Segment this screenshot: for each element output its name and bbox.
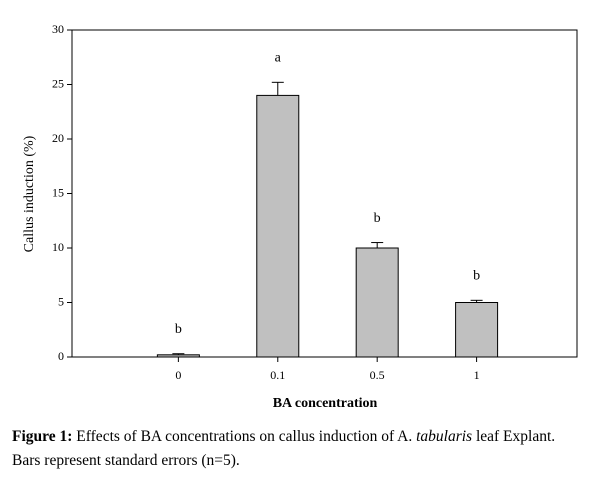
bar — [455, 302, 499, 358]
y-axis-label: Callus induction (%) — [22, 135, 37, 252]
caption-text: Effects of BA concentrations on callus i… — [72, 428, 417, 445]
caption-italic: tabularis — [416, 428, 473, 445]
y-tick-label: 5 — [58, 294, 64, 308]
x-tick-label: 0.5 — [370, 368, 385, 382]
chart: Callus induction (%) BA concentration 0 5… — [22, 22, 578, 411]
significance-letter: b — [175, 322, 182, 337]
y-tick-label: 10 — [52, 240, 64, 254]
caption: Figure 1: Effects of BA concentrations o… — [12, 425, 587, 473]
y-tick-label: 20 — [52, 131, 64, 145]
caption-text: leaf Explant. Bars represent standard er… — [12, 428, 556, 469]
significance-letter: b — [473, 269, 480, 284]
y-tick-label: 0 — [58, 349, 64, 363]
y-tick-label: 25 — [52, 76, 64, 90]
x-axis-label: BA concentration — [273, 396, 378, 411]
significance-letter: b — [374, 211, 381, 226]
x-tick-label: 0.1 — [270, 368, 285, 382]
caption-label: Figure 1: — [12, 428, 73, 445]
y-tick-label: 15 — [52, 185, 64, 199]
y-tick-label: 30 — [52, 22, 64, 36]
bar — [256, 94, 300, 358]
bar — [355, 247, 399, 358]
x-tick-label: 1 — [474, 368, 480, 382]
bar — [156, 354, 200, 358]
significance-letter: a — [275, 51, 282, 66]
x-tick-label: 0 — [175, 368, 181, 382]
plot-frame — [71, 29, 578, 358]
